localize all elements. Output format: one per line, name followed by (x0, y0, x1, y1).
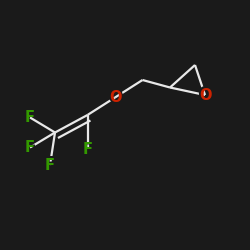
Text: F: F (81, 140, 94, 160)
Text: F: F (45, 158, 55, 172)
Text: F: F (25, 110, 35, 125)
Text: F: F (24, 138, 36, 157)
Text: O: O (107, 88, 123, 107)
Text: F: F (82, 142, 92, 158)
Text: O: O (199, 88, 211, 102)
Text: O: O (109, 90, 121, 105)
Text: F: F (44, 156, 57, 174)
Text: O: O (197, 86, 213, 104)
Text: F: F (25, 140, 35, 155)
Text: F: F (24, 108, 36, 127)
